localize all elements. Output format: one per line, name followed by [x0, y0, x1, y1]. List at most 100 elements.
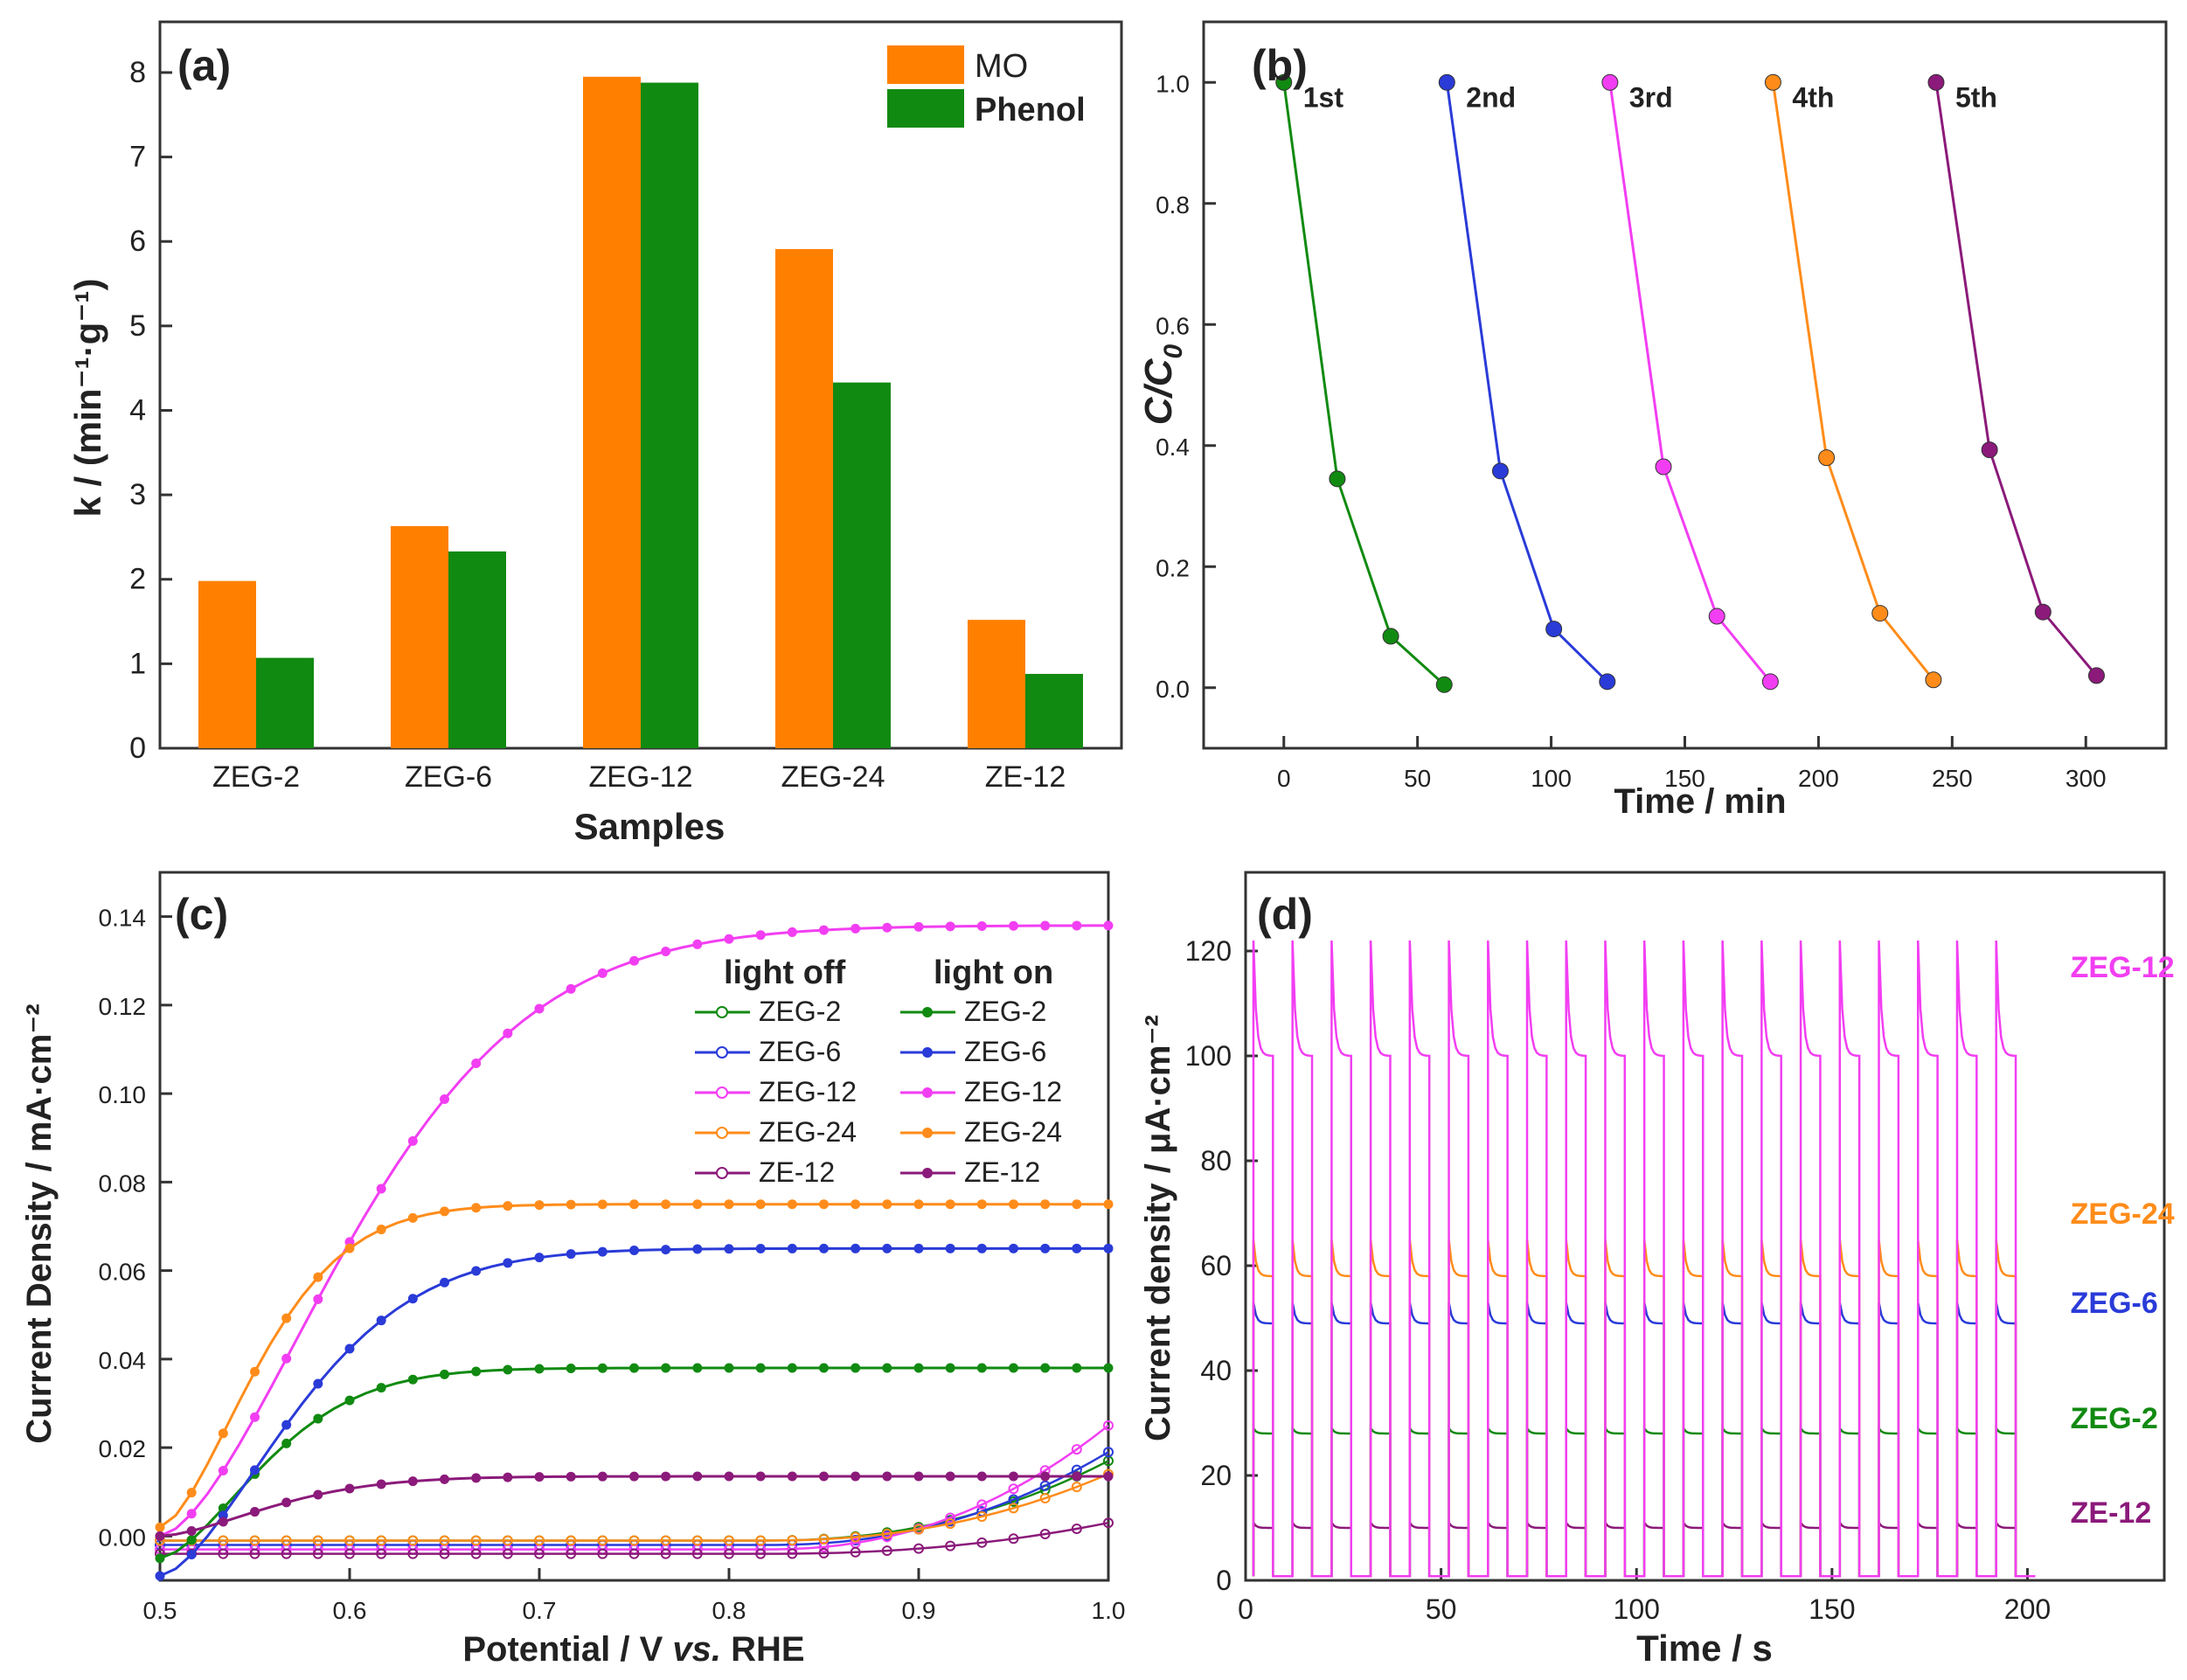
lsv-light-marker	[566, 983, 576, 994]
lsv-light-marker	[503, 1472, 513, 1482]
legend-header-light-off: light off	[724, 955, 846, 991]
panel-b-xtick-label: 0	[1277, 765, 1291, 792]
cycle-point-5th	[1981, 441, 1998, 459]
lsv-light-marker	[629, 1246, 639, 1256]
panel-a-legend: MO Phenol	[887, 45, 1086, 128]
lsv-light-marker	[534, 1472, 545, 1482]
lsv-light-marker	[281, 1420, 292, 1430]
cycle-label-5th: 5th	[1955, 81, 1997, 113]
cycle-line-3rd	[1608, 82, 1772, 683]
lsv-light-marker	[850, 923, 861, 934]
lsv-light-marker	[945, 921, 955, 932]
lsv-light-marker	[1072, 1199, 1082, 1210]
lsv-light-marker	[1040, 1243, 1051, 1253]
panel-a-ytick-label: 1	[129, 647, 146, 680]
panel-a-bar-chart: 0 1 2 3 4 5 6 7 8 ZEG-2 ZEG-6 ZEG-12 ZEG-24 ZE-12 (a…	[67, 20, 1123, 847]
lsv-dark-marker	[881, 1545, 892, 1557]
panel-b-frame	[1202, 20, 2168, 750]
legend-dark-label-ZEG-24: ZEG-24	[759, 1116, 857, 1148]
lsv-dark-marker	[534, 1548, 545, 1559]
lsv-dark-marker	[344, 1548, 355, 1559]
lsv-light-marker	[1103, 1363, 1114, 1373]
lsv-light-marker	[819, 925, 829, 935]
lsv-light-marker	[313, 1294, 323, 1304]
lsv-light-marker	[692, 939, 703, 949]
panel-d-xtick-label: 100	[1614, 1593, 1660, 1625]
lsv-dark-marker	[566, 1548, 577, 1559]
lsv-light-marker	[692, 1199, 703, 1210]
panel-c-xtick-label: 0.6	[333, 1597, 367, 1624]
lsv-dark-marker	[660, 1548, 671, 1559]
panel-a-ytick-label: 5	[129, 309, 146, 343]
lsv-light-marker	[1103, 1199, 1114, 1210]
cycle-line-2nd	[1445, 82, 1608, 683]
legend-light-label-ZEG-2: ZEG-2	[964, 996, 1046, 1027]
lsv-dark-marker	[470, 1535, 482, 1546]
panel-b-ylabel-main: C/C	[1137, 358, 1180, 425]
lsv-light-marker	[819, 1471, 829, 1482]
panel-d-ytick-label: 100	[1185, 1040, 1232, 1072]
panel-b-ytick-label: 0.4	[1156, 434, 1190, 461]
cycle-point-1st	[1435, 676, 1453, 693]
legend-light-marker	[922, 1087, 933, 1098]
lsv-dark-marker	[976, 1510, 988, 1522]
lsv-light-marker	[534, 1253, 545, 1263]
lsv-dark-marker	[281, 1535, 292, 1546]
bar-mo-ze-12	[968, 620, 1025, 748]
lsv-light-marker	[976, 1243, 987, 1253]
lsv-light-marker	[850, 1363, 861, 1373]
lsv-dark-marker	[724, 1548, 734, 1559]
lsv-light-marker	[407, 1135, 418, 1146]
lsv-light-marker	[376, 1225, 386, 1235]
lsv-light-marker	[186, 1509, 197, 1519]
panel-a-ytick-label: 0	[129, 732, 146, 765]
panel-a-ytick-label: 3	[129, 478, 146, 511]
lsv-light-marker	[440, 1277, 449, 1288]
cycle-point-2nd	[1491, 462, 1509, 480]
lsv-light-marker	[471, 1266, 482, 1276]
lsv-dark-marker	[376, 1548, 387, 1559]
panel-c-xtick-label: 1.0	[1092, 1597, 1126, 1624]
lsv-light-marker	[344, 1343, 355, 1354]
legend-light-label-ZEG-6: ZEG-6	[964, 1036, 1046, 1067]
cycle-point-1st	[1275, 73, 1293, 91]
cycle-point-2nd	[1599, 673, 1616, 691]
lsv-light-marker	[1040, 920, 1051, 931]
lsv-dark-marker	[1039, 1529, 1051, 1540]
legend-dark-label-ZEG-12: ZEG-12	[759, 1076, 857, 1107]
lsv-light-marker	[755, 1199, 766, 1210]
lsv-light-marker	[755, 1363, 766, 1373]
lsv-light-marker	[281, 1438, 292, 1448]
lsv-dark-marker	[850, 1531, 861, 1543]
lsv-light-marker	[566, 1249, 576, 1260]
lsv-light-marker	[471, 1058, 482, 1068]
lsv-light-marker	[755, 1244, 766, 1254]
lsv-light-marker	[755, 930, 766, 941]
panel-b-xlabel: Time / min	[1614, 782, 1786, 821]
panel-b-label: (b)	[1252, 41, 1308, 90]
cycle-point-3rd	[1655, 458, 1672, 476]
panel-d-ytick-label: 60	[1200, 1250, 1232, 1281]
cycle-point-2nd	[1438, 73, 1455, 91]
lsv-light-marker	[819, 1363, 829, 1373]
panel-c-xlabel: Potential / V vs. RHE	[462, 1630, 804, 1669]
legend-light-marker	[922, 1047, 933, 1058]
panel-d-xtick-label: 200	[2004, 1593, 2051, 1625]
panel-b-ytick-label: 0.6	[1156, 312, 1190, 339]
bar-phenol-ze-12	[1025, 673, 1083, 748]
lsv-dark-marker	[724, 1535, 734, 1546]
lsv-dark-marker	[1103, 1517, 1114, 1529]
bar-phenol-zeg-24	[833, 382, 891, 748]
lsv-light-marker	[724, 1363, 734, 1373]
cycle-point-5th	[1927, 73, 1945, 91]
lsv-light-marker	[376, 1316, 386, 1326]
lsv-dark-ZEG-12	[160, 1424, 1109, 1551]
lsv-dark-marker	[1039, 1480, 1051, 1491]
lsv-dark-marker	[818, 1541, 830, 1552]
panel-a-ytick-label: 7	[129, 141, 146, 174]
panel-d-ytick-label: 80	[1200, 1145, 1232, 1177]
lsv-dark-marker	[407, 1548, 419, 1559]
panel-c-ytick-label: 0.06	[99, 1259, 147, 1286]
lsv-dark-marker	[976, 1499, 988, 1510]
lsv-light-marker	[566, 1199, 576, 1210]
